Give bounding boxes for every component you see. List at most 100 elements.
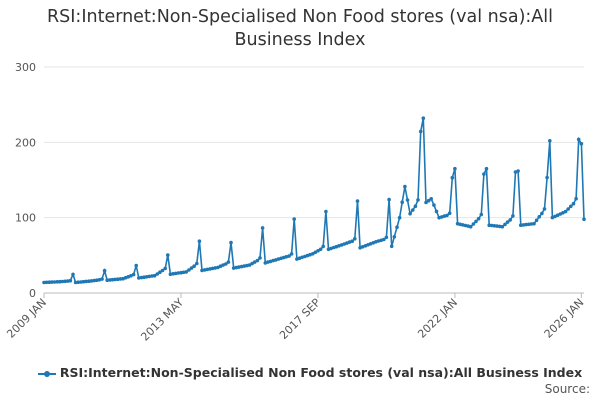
data-point[interactable] bbox=[42, 280, 46, 285]
data-point[interactable] bbox=[113, 277, 117, 282]
data-point[interactable] bbox=[226, 260, 231, 264]
data-point[interactable] bbox=[166, 253, 170, 257]
data-point[interactable] bbox=[418, 129, 423, 134]
data-point[interactable] bbox=[71, 272, 75, 277]
data-point[interactable] bbox=[360, 245, 365, 249]
data-point[interactable] bbox=[545, 175, 549, 180]
data-point[interactable] bbox=[471, 222, 476, 226]
data-point[interactable] bbox=[229, 240, 233, 245]
data-point[interactable] bbox=[176, 271, 181, 275]
data-point[interactable] bbox=[160, 268, 165, 273]
data-point[interactable] bbox=[529, 222, 534, 226]
data-point[interactable] bbox=[44, 280, 49, 285]
data-point[interactable] bbox=[519, 223, 523, 227]
data-point[interactable] bbox=[321, 244, 326, 249]
data-point[interactable] bbox=[129, 274, 133, 278]
data-point[interactable] bbox=[495, 224, 499, 228]
data-point[interactable] bbox=[102, 268, 107, 273]
data-point[interactable] bbox=[150, 274, 154, 278]
data-point[interactable] bbox=[474, 219, 478, 224]
data-point[interactable] bbox=[429, 197, 434, 201]
data-point[interactable] bbox=[508, 218, 512, 222]
data-point[interactable] bbox=[408, 211, 412, 216]
data-point[interactable] bbox=[63, 279, 67, 284]
data-point[interactable] bbox=[73, 280, 78, 285]
data-point[interactable] bbox=[487, 223, 492, 227]
legend[interactable]: RSI:Internet:Non-Specialised Non Food st… bbox=[30, 365, 590, 380]
data-point[interactable] bbox=[76, 280, 80, 285]
data-point[interactable] bbox=[576, 137, 581, 142]
data-point[interactable] bbox=[260, 226, 265, 230]
data-point[interactable] bbox=[68, 278, 73, 283]
data-point[interactable] bbox=[450, 175, 455, 180]
data-point[interactable] bbox=[47, 280, 52, 285]
data-point[interactable] bbox=[50, 280, 54, 284]
data-point[interactable] bbox=[144, 275, 149, 279]
data-point[interactable] bbox=[397, 215, 402, 220]
data-point[interactable] bbox=[566, 207, 570, 211]
data-point[interactable] bbox=[405, 198, 410, 202]
data-point[interactable] bbox=[89, 279, 94, 283]
data-point[interactable] bbox=[97, 278, 102, 282]
data-point[interactable] bbox=[81, 279, 86, 284]
data-point[interactable] bbox=[376, 239, 381, 243]
data-point[interactable] bbox=[537, 215, 541, 219]
data-point[interactable] bbox=[268, 259, 273, 264]
data-point[interactable] bbox=[484, 166, 489, 171]
data-point[interactable] bbox=[158, 270, 162, 275]
data-point[interactable] bbox=[569, 204, 573, 209]
data-point[interactable] bbox=[52, 280, 57, 284]
data-point[interactable] bbox=[187, 268, 191, 272]
data-point[interactable] bbox=[92, 278, 96, 283]
data-point[interactable] bbox=[492, 224, 497, 228]
data-point[interactable] bbox=[387, 197, 391, 202]
data-point[interactable] bbox=[289, 252, 294, 256]
data-point[interactable] bbox=[55, 280, 59, 284]
data-point[interactable] bbox=[195, 261, 199, 266]
data-point[interactable] bbox=[250, 261, 254, 266]
data-point[interactable] bbox=[353, 237, 357, 241]
data-point[interactable] bbox=[131, 272, 136, 277]
data-point[interactable] bbox=[389, 244, 394, 249]
data-point[interactable] bbox=[540, 211, 544, 216]
data-point[interactable] bbox=[482, 172, 486, 176]
data-point[interactable] bbox=[574, 196, 578, 201]
data-point[interactable] bbox=[532, 221, 536, 226]
data-point[interactable] bbox=[355, 199, 360, 203]
data-point[interactable] bbox=[192, 264, 196, 269]
data-point[interactable] bbox=[168, 272, 173, 277]
data-point[interactable] bbox=[116, 277, 120, 282]
data-point[interactable] bbox=[392, 235, 397, 239]
data-point[interactable] bbox=[245, 263, 249, 268]
data-point[interactable] bbox=[421, 116, 426, 120]
data-point[interactable] bbox=[553, 214, 557, 219]
data-point[interactable] bbox=[200, 268, 204, 273]
data-point[interactable] bbox=[453, 166, 457, 171]
data-point[interactable] bbox=[413, 204, 418, 208]
data-point[interactable] bbox=[189, 266, 194, 270]
data-point[interactable] bbox=[350, 239, 355, 243]
data-point[interactable] bbox=[445, 213, 449, 218]
data-point[interactable] bbox=[384, 235, 389, 240]
data-point[interactable] bbox=[526, 222, 531, 227]
data-point[interactable] bbox=[542, 207, 547, 211]
data-point[interactable] bbox=[60, 279, 65, 284]
data-point[interactable] bbox=[479, 212, 484, 217]
data-point[interactable] bbox=[511, 214, 515, 218]
data-point[interactable] bbox=[163, 266, 167, 271]
data-point[interactable] bbox=[521, 223, 526, 227]
data-point[interactable] bbox=[284, 254, 289, 259]
data-point[interactable] bbox=[516, 169, 520, 173]
data-point[interactable] bbox=[447, 211, 452, 215]
data-point[interactable] bbox=[118, 277, 123, 281]
data-point[interactable] bbox=[534, 218, 539, 223]
data-point[interactable] bbox=[561, 211, 565, 215]
data-point[interactable] bbox=[252, 260, 257, 264]
data-point[interactable] bbox=[58, 279, 62, 284]
data-point[interactable] bbox=[497, 224, 502, 229]
data-point[interactable] bbox=[79, 280, 83, 284]
data-point[interactable] bbox=[548, 139, 552, 143]
data-point[interactable] bbox=[137, 276, 141, 280]
data-point[interactable] bbox=[416, 198, 420, 202]
data-point[interactable] bbox=[258, 256, 262, 260]
